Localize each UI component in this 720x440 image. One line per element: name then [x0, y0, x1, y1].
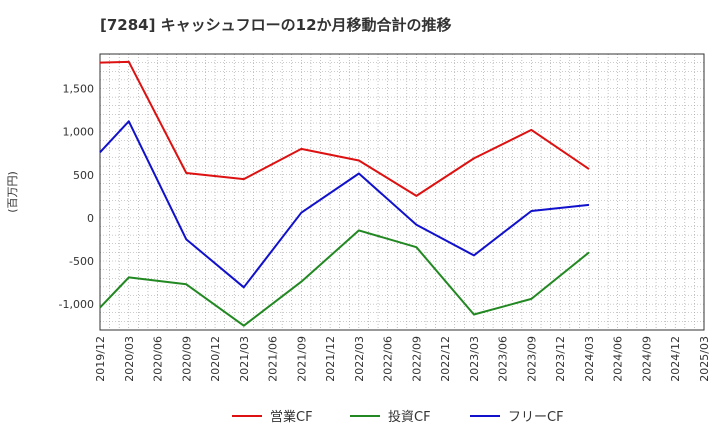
series-layer: [99, 60, 590, 327]
x-tick-label: 2020/03: [123, 336, 136, 382]
x-tick-label: 2022/09: [410, 336, 423, 382]
x-tick-label: 2024/03: [583, 336, 596, 382]
x-tick-label: 2024/09: [640, 336, 653, 382]
x-tick-label: 2025/03: [698, 336, 711, 382]
x-tick-label: 2021/06: [267, 336, 280, 382]
x-tick-label: 2020/12: [209, 336, 222, 382]
y-tick-label: -1,000: [59, 298, 94, 311]
y-axis-ticks: -1,000 -500 0 500 1,000 1,500: [59, 83, 94, 312]
x-tick-label: 2019/12: [94, 336, 107, 382]
y-axis-label: (百万円): [6, 171, 19, 213]
y-tick-label: 0: [87, 212, 94, 225]
x-tick-label: 2021/09: [295, 336, 308, 382]
y-tick-label: 500: [73, 169, 94, 182]
series-line-2: [99, 229, 590, 327]
chart-title: [7284] キャッシュフローの12か月移動合計の推移: [100, 16, 452, 34]
x-tick-label: 2022/12: [439, 336, 452, 382]
x-tick-label: 2022/03: [353, 336, 366, 382]
x-axis-ticks: 2019/12 2020/03 2020/06 2020/09 2020/12 2021/…: [94, 336, 711, 382]
x-tick-label: 2023/12: [554, 336, 567, 382]
x-tick-label: 2020/06: [152, 336, 165, 382]
x-tick-label: 2021/12: [324, 336, 337, 382]
plot-frame: [99, 53, 705, 331]
series-line-3: [99, 120, 590, 289]
x-tick-label: 2024/12: [669, 336, 682, 382]
y-tick-label: 1,000: [63, 126, 95, 139]
x-tick-label: 2023/06: [497, 336, 510, 382]
x-tick-label: 2020/09: [180, 336, 193, 382]
x-tick-label: 2022/06: [382, 336, 395, 382]
y-tick-label: -500: [69, 255, 94, 268]
legend-label-3: フリーCF: [508, 410, 564, 425]
series-line-1: [99, 60, 590, 197]
grid-layer: [100, 54, 704, 330]
x-tick-label: 2023/03: [468, 336, 481, 382]
legend: 営業CF 投資CF フリーCF: [232, 409, 564, 425]
x-tick-label: 2021/03: [238, 336, 251, 382]
legend-label-2: 投資CF: [388, 409, 431, 425]
x-tick-label: 2024/06: [612, 336, 625, 382]
legend-label-1: 営業CF: [270, 409, 313, 425]
x-tick-label: 2023/09: [525, 336, 538, 382]
y-tick-label: 1,500: [63, 83, 95, 96]
